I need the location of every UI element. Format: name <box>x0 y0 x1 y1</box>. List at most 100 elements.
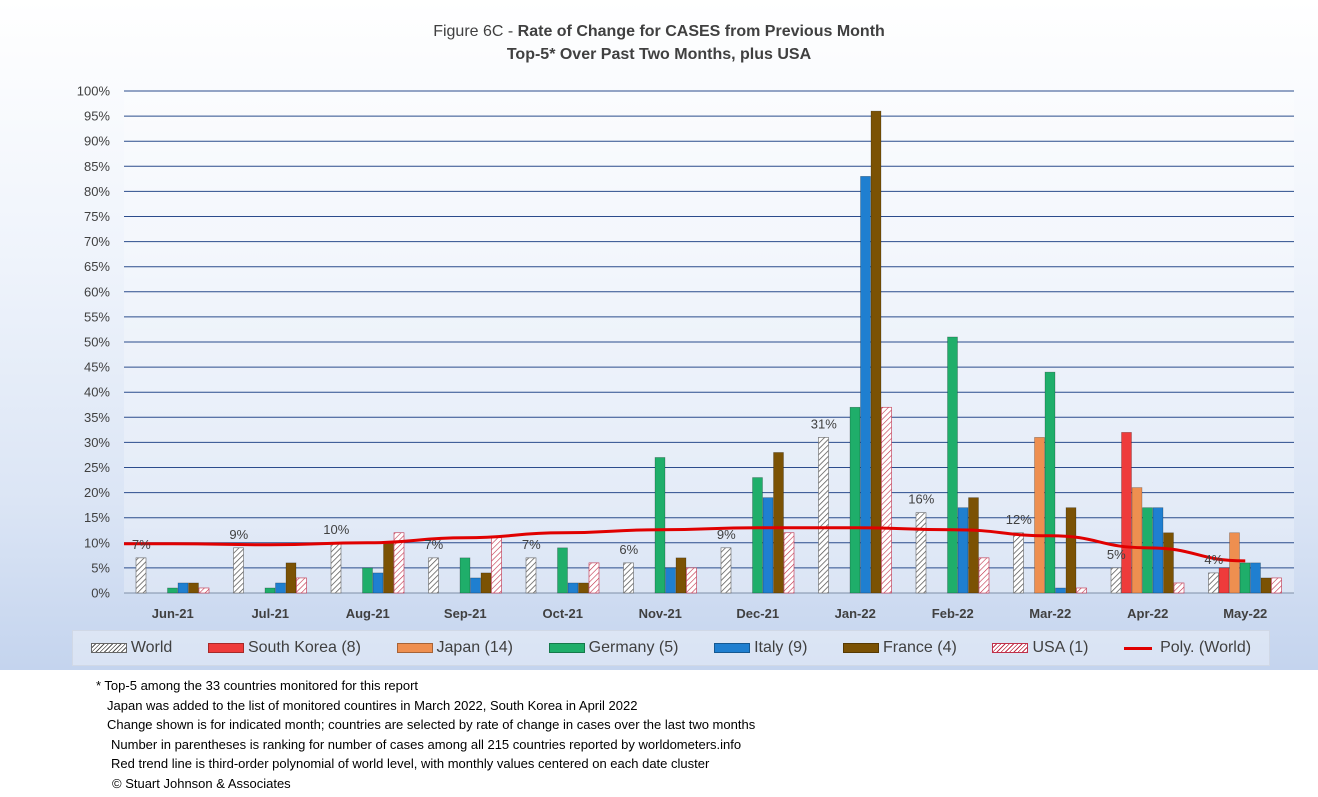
bar <box>752 477 763 594</box>
bar <box>762 497 774 594</box>
data-label: 31% <box>811 416 837 431</box>
bar <box>275 582 286 594</box>
x-tick-label: Jul-21 <box>251 606 289 621</box>
bar <box>686 567 697 594</box>
grid-layer <box>124 90 1294 594</box>
data-label: 10% <box>323 522 349 537</box>
legend-item: Italy (9) <box>714 639 807 657</box>
y-tick-label: 65% <box>84 259 110 274</box>
x-tick-label: Sep-21 <box>444 606 487 621</box>
trend-layer <box>123 526 1246 563</box>
y-tick-label: 75% <box>84 209 110 224</box>
bar <box>783 532 795 594</box>
notes: * Top-5 among the 33 countries monitored… <box>96 676 755 794</box>
bar <box>968 497 979 594</box>
note-line: © Stuart Johnson & Associates <box>112 775 291 791</box>
y-tick-label: 100% <box>77 84 111 99</box>
bar <box>654 457 666 594</box>
data-label: 4% <box>1204 552 1223 567</box>
bar <box>720 547 732 594</box>
bar <box>1110 567 1122 594</box>
bar <box>1121 432 1132 594</box>
data-label: 5% <box>1107 547 1126 562</box>
legend-swatch <box>90 643 127 653</box>
note-line: Red trend line is third-order polynomial… <box>111 756 710 772</box>
data-label: 6% <box>619 542 638 557</box>
bar <box>1163 532 1174 594</box>
bar <box>773 452 784 594</box>
plot-svg: 0% 5% 10% 15% 20% 25% 30% 35% 40% 45% 50% 55% 60% 65%… <box>77 84 1294 621</box>
legend-swatch <box>1124 646 1153 650</box>
note-line: Change shown is for indicated month; cou… <box>107 717 756 733</box>
title-line2: Top-5* Over Past Two Months, plus USA <box>506 46 812 63</box>
bar <box>947 336 958 594</box>
legend-label: World <box>130 639 173 656</box>
note-line: * Top-5 among the 33 countries monitored… <box>96 678 419 693</box>
data-label: 7% <box>424 537 443 552</box>
y-tick-label: 50% <box>84 335 110 350</box>
y-tick-label: 25% <box>84 460 110 475</box>
bar <box>393 532 405 594</box>
bar <box>578 582 589 594</box>
bar <box>1055 587 1066 594</box>
x-tick-label: Jan-22 <box>835 606 876 621</box>
y-tick-label: 90% <box>84 134 110 149</box>
bar <box>1142 507 1153 594</box>
legend-item: Poly. (World) <box>1124 639 1251 657</box>
bar <box>296 577 307 594</box>
bar <box>480 572 492 594</box>
data-label: 9% <box>229 527 248 542</box>
legend: World South Korea (8) Japan (14) Germany (5… <box>72 630 1270 666</box>
y-tick-label: 95% <box>84 109 110 124</box>
bar <box>1034 437 1045 594</box>
legend-swatch <box>548 643 585 653</box>
bar <box>1044 371 1056 594</box>
bar <box>470 577 481 594</box>
legend-label: Germany (5) <box>588 639 679 656</box>
bar <box>567 582 579 594</box>
legend-label: South Korea (8) <box>247 639 361 656</box>
y-tick-label: 70% <box>84 234 110 249</box>
y-tick-label: 55% <box>84 309 110 324</box>
legend-label: Japan (14) <box>436 639 514 656</box>
bar <box>1013 532 1024 594</box>
y-tick-label: 15% <box>84 510 110 525</box>
bar <box>1229 532 1240 594</box>
y-tick-label: 85% <box>84 159 110 174</box>
bar <box>1152 507 1164 594</box>
x-tick-label: Jun-21 <box>152 606 194 621</box>
bar <box>1173 582 1185 594</box>
data-label: 16% <box>908 492 934 507</box>
bar <box>330 542 342 594</box>
bar <box>491 537 502 594</box>
bar <box>665 567 676 594</box>
legend-label: USA (1) <box>1032 639 1089 656</box>
bar <box>870 110 882 594</box>
chart-area: Figure 6C - Rate of Change for CASES fro… <box>0 0 1318 670</box>
trend-line <box>123 526 1246 563</box>
bar <box>1076 587 1087 594</box>
bar <box>177 582 189 594</box>
bar <box>135 557 147 594</box>
bar <box>557 547 568 594</box>
bar <box>957 507 969 594</box>
data-label: 9% <box>717 527 736 542</box>
bar <box>198 587 210 594</box>
legend-item: South Korea (8) <box>207 639 361 657</box>
note-line: Japan was added to the list of monitored… <box>107 697 638 713</box>
chart-title: Figure 6C - Rate of Change for CASES fro… <box>0 20 1318 66</box>
bar <box>588 562 600 594</box>
title-prefix: Figure 6C - <box>433 23 518 40</box>
x-tick-label: Oct-21 <box>543 606 583 621</box>
legend-swatch <box>714 643 751 653</box>
bar <box>675 557 687 594</box>
bar <box>188 582 199 594</box>
bar <box>978 557 990 594</box>
legend-item: France (4) <box>843 639 957 657</box>
bar <box>459 557 471 594</box>
bar <box>1131 487 1143 594</box>
bar <box>372 572 384 594</box>
bar <box>881 406 892 594</box>
legend-swatch <box>843 643 880 653</box>
x-tick-label: Nov-21 <box>639 606 682 621</box>
